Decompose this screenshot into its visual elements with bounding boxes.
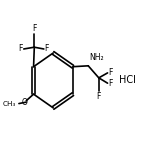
Text: NH₂: NH₂	[89, 53, 104, 62]
Text: CH₃: CH₃	[3, 101, 16, 107]
Text: HCl: HCl	[119, 75, 136, 85]
Text: F: F	[44, 45, 49, 54]
Text: F: F	[19, 45, 23, 54]
Text: F: F	[97, 92, 101, 101]
Text: F: F	[108, 79, 112, 88]
Text: F: F	[108, 68, 112, 77]
Text: O: O	[22, 98, 28, 107]
Text: F: F	[32, 24, 36, 33]
